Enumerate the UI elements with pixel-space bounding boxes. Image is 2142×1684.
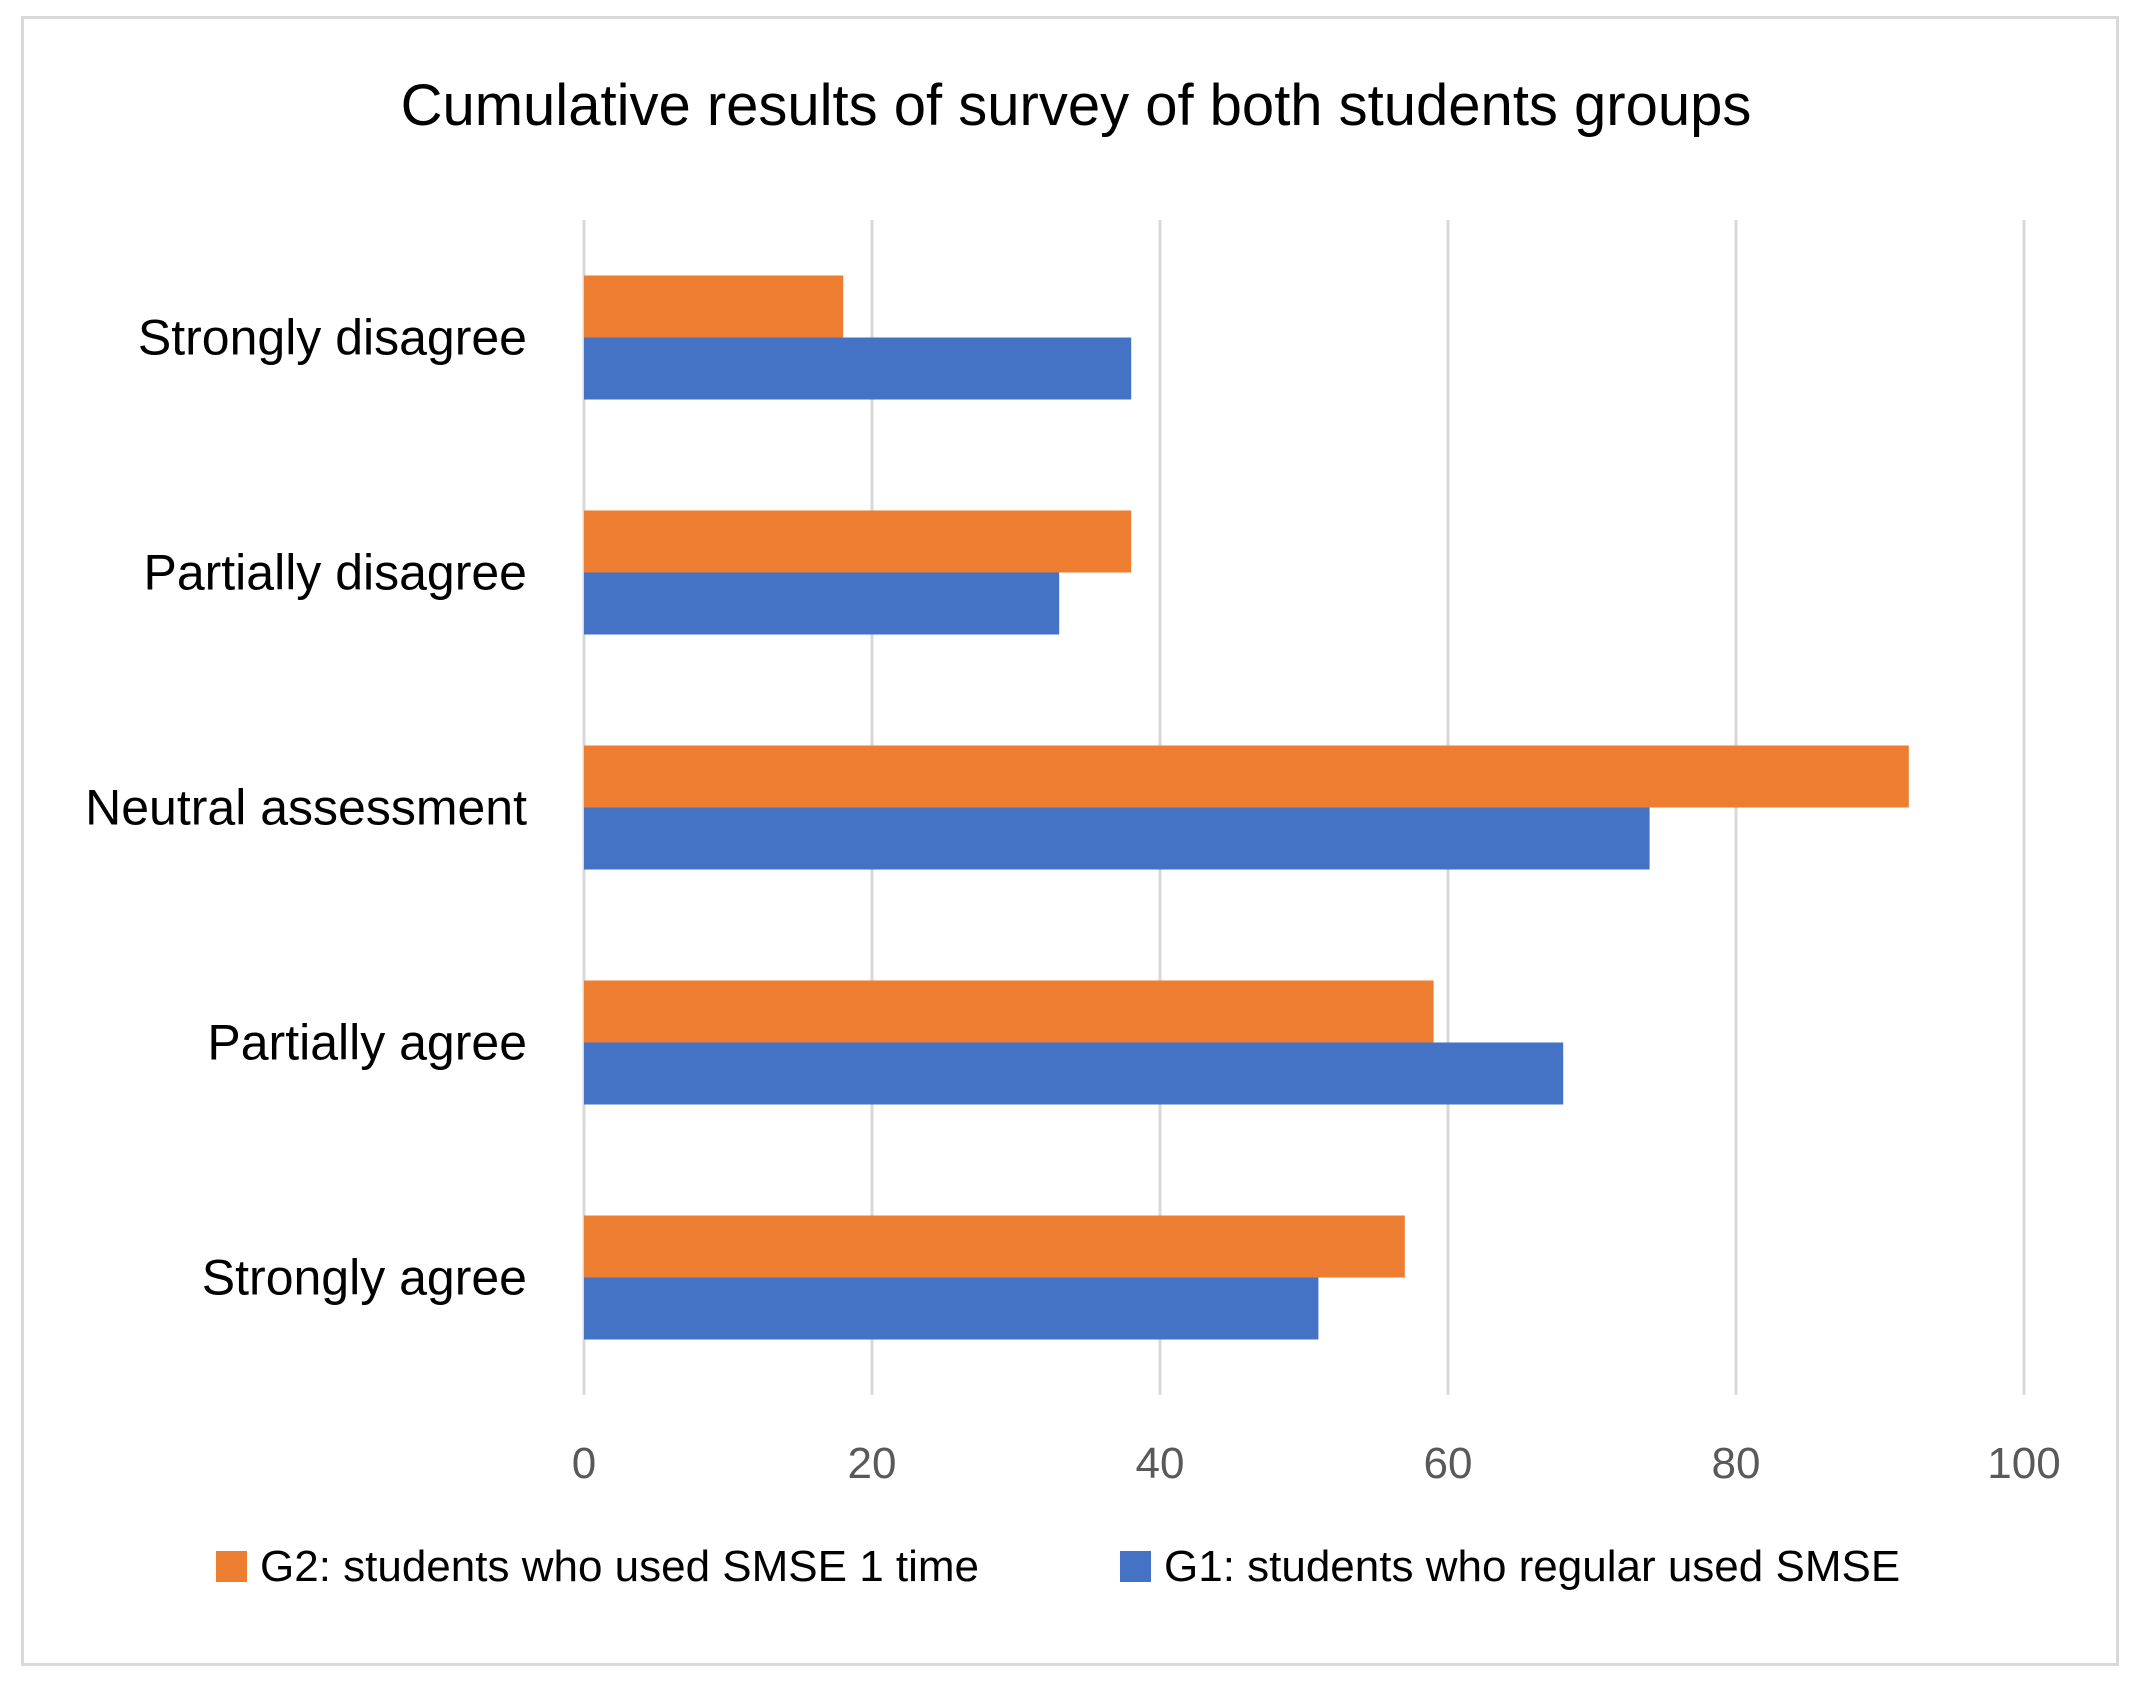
bar-g2	[584, 980, 1434, 1043]
category-label: Partially disagree	[143, 545, 527, 601]
bar-g2	[584, 745, 1909, 808]
bar-g1	[584, 1042, 1564, 1105]
category-label: Partially agree	[207, 1015, 527, 1071]
legend-label: G2: students who used SMSE 1 time	[260, 1542, 979, 1591]
category-labels: Strongly disagree Partially disagree Neutr…	[85, 310, 527, 1306]
bar-g2	[584, 275, 844, 338]
x-tick-label: 100	[1987, 1439, 2060, 1488]
x-tick-label: 80	[1712, 1439, 1761, 1488]
bar-g1	[584, 337, 1132, 400]
x-tick-label: 40	[1136, 1439, 1185, 1488]
x-axis-ticks: 0 20 40 60 80 100	[572, 1439, 2061, 1488]
legend-label: G1: students who regular used SMSE	[1164, 1542, 1900, 1591]
category-label: Strongly disagree	[138, 310, 527, 366]
bar-g2	[584, 510, 1132, 573]
bar-g1	[584, 1277, 1319, 1340]
bar-g2	[584, 1215, 1405, 1278]
x-tick-label: 60	[1424, 1439, 1473, 1488]
category-label: Neutral assessment	[85, 780, 527, 836]
legend: G2: students who used SMSE 1 time G1: stu…	[216, 1542, 1900, 1591]
x-tick-label: 20	[848, 1439, 897, 1488]
legend-swatch	[216, 1551, 247, 1582]
category-label: Strongly agree	[202, 1250, 527, 1306]
bars	[584, 275, 1909, 1340]
x-tick-label: 0	[572, 1439, 596, 1488]
bar-g1	[584, 807, 1650, 870]
chart-title: Cumulative results of survey of both stu…	[401, 73, 1752, 138]
legend-swatch	[1120, 1551, 1151, 1582]
bar-g1	[584, 572, 1060, 635]
